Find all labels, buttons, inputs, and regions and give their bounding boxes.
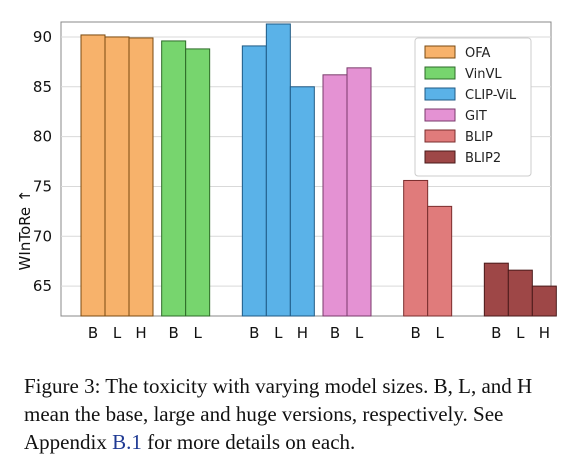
bar-git-b [322,74,348,317]
size-label: B [249,324,259,342]
size-label: H [135,324,146,342]
bar-blip2-l [507,269,533,317]
bar-blip2-b [483,262,509,317]
bar-vinvl-l [185,48,211,317]
legend-label: VinVL [465,67,502,82]
size-label: L [516,324,525,342]
y-axis-label: WInToRe ↑ [16,190,34,271]
figure-caption: Figure 3: The toxicity with varying mode… [24,372,554,456]
size-label: B [491,324,501,342]
y-tick-label: 65 [33,277,52,295]
size-label: L [193,324,202,342]
caption-text-after: for more details on each. [141,430,356,454]
legend-swatch [424,108,456,122]
legend: OFA VinVL CLIP-ViL GIT BLIP BLIP2 [414,37,532,177]
bar-vinvl-b [161,40,187,317]
bar-ofa-l [104,36,130,317]
bar-ofa-b [80,34,106,317]
size-label: L [435,324,444,342]
caption-text-before: Figure 3: The toxicity with varying mode… [24,374,533,454]
bar-blip2-h [531,285,557,317]
bar-clip-vil-b [241,45,267,317]
size-label: H [297,324,308,342]
y-tick-label: 70 [33,227,52,245]
size-label: L [355,324,364,342]
y-tick-label: 75 [33,177,52,195]
legend-swatch [424,45,456,59]
legend-swatch [424,66,456,80]
bar-blip-l [427,205,453,317]
legend-label: BLIP [465,130,493,145]
legend-swatch [424,150,456,164]
legend-label: CLIP-ViL [465,88,517,103]
appendix-link[interactable]: B.1 [112,430,142,454]
y-tick-label: 85 [33,78,52,96]
bar-ofa-h [128,37,154,317]
legend-swatch [424,87,456,101]
size-label: L [113,324,122,342]
y-tick-label: 80 [33,128,52,146]
y-axis-ticks: 65 70 75 80 85 90 [33,28,52,295]
size-label: B [169,324,179,342]
size-label: H [539,324,550,342]
bar-clip-vil-h [289,86,315,317]
bar-blip-b [403,179,429,317]
legend-label: BLIP2 [465,151,501,166]
size-label: B [88,324,98,342]
legend-label: GIT [465,109,487,124]
bars [80,23,557,317]
bar-git-l [346,67,372,317]
legend-swatch [424,129,456,143]
y-tick-label: 90 [33,28,52,46]
size-label: L [274,324,283,342]
legend-label: OFA [465,46,491,61]
size-label: B [330,324,340,342]
bar-clip-vil-l [265,23,291,317]
size-label: B [411,324,421,342]
